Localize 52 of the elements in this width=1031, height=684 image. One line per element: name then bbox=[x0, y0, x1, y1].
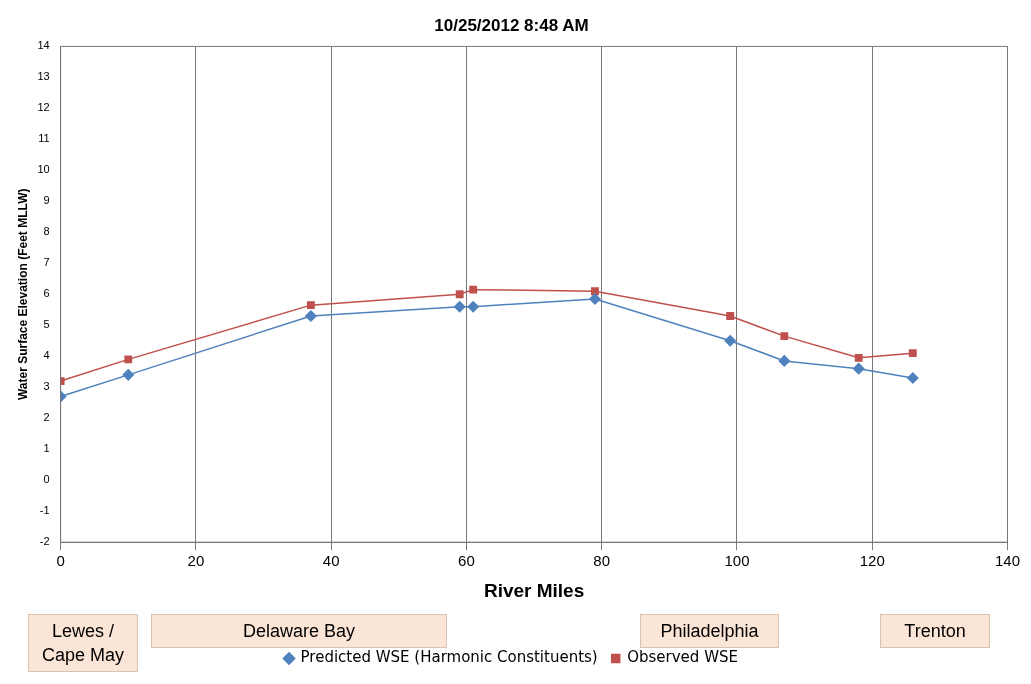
point bbox=[124, 355, 133, 364]
point bbox=[726, 312, 735, 320]
y-tick-label: 11 bbox=[38, 132, 50, 145]
legend-label: Predicted WSE (Harmonic Constituents) bbox=[300, 648, 598, 667]
y-tick-label: -2 bbox=[39, 535, 50, 548]
point bbox=[908, 349, 917, 358]
y-tick-label: 14 bbox=[37, 39, 50, 52]
point bbox=[453, 300, 466, 313]
point bbox=[455, 290, 464, 299]
y-tick-label: 8 bbox=[43, 225, 50, 238]
x-tick-label: 120 bbox=[859, 552, 885, 570]
text: Delaware Bay bbox=[151, 614, 447, 648]
y-tick-label: 3 bbox=[43, 380, 50, 393]
y-tick-label: 1 bbox=[43, 442, 50, 455]
legend-label: Observed WSE bbox=[627, 648, 738, 667]
y-tick-label: 10 bbox=[37, 163, 50, 176]
point bbox=[589, 293, 601, 305]
text: Philadelphia bbox=[640, 614, 779, 648]
point bbox=[907, 372, 919, 384]
y-tick-label: 13 bbox=[37, 70, 50, 83]
chart-title: 10/25/2012 8:48 AM bbox=[434, 15, 589, 35]
y-tick-label: 6 bbox=[43, 287, 50, 300]
y-tick-label: 5 bbox=[43, 318, 50, 331]
point bbox=[778, 355, 791, 367]
point bbox=[122, 369, 135, 381]
point bbox=[852, 362, 865, 375]
point bbox=[469, 285, 478, 294]
x-tick-label: 80 bbox=[593, 552, 611, 570]
x-tick-label: 40 bbox=[322, 552, 340, 570]
y-tick-label: 12 bbox=[37, 101, 50, 114]
text: Trenton bbox=[880, 614, 990, 648]
y-tick-label: 9 bbox=[43, 194, 50, 207]
point bbox=[854, 353, 863, 362]
point bbox=[780, 332, 789, 341]
x-tick-label: 100 bbox=[724, 552, 750, 570]
text: Lewes / Cape May bbox=[28, 614, 138, 672]
point bbox=[306, 301, 315, 310]
point bbox=[467, 300, 479, 313]
x-axis-title: River Miles bbox=[483, 579, 585, 601]
x-tick-label: 60 bbox=[458, 552, 475, 570]
y-tick-label: 0 bbox=[43, 473, 50, 486]
x-tick-label: 20 bbox=[187, 552, 205, 570]
x-tick-label: 140 bbox=[994, 552, 1020, 570]
point bbox=[591, 287, 599, 296]
point bbox=[724, 335, 736, 347]
y-tick-label: 7 bbox=[43, 256, 50, 269]
point bbox=[305, 310, 317, 322]
y-tick-label: 2 bbox=[43, 411, 50, 424]
x-tick-label: 0 bbox=[56, 552, 65, 570]
y-tick-label: -1 bbox=[39, 504, 50, 517]
y-axis-title: Water Surface Elevation (Feet MLLW) bbox=[15, 188, 30, 401]
y-tick-label: 4 bbox=[43, 349, 50, 362]
